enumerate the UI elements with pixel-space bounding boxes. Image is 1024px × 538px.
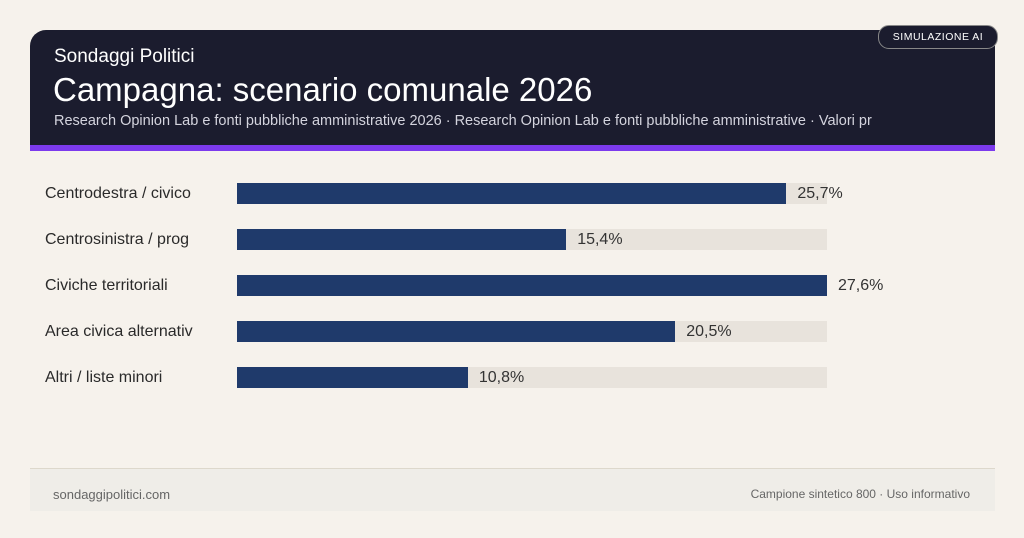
footer: sondaggipolitici.com Campione sintetico … [30, 468, 995, 511]
value-label: 10,8% [478, 369, 525, 386]
bar [237, 229, 567, 250]
bar-row: Centrodestra / civico 25,7% [0, 183, 1024, 205]
bar [237, 321, 676, 342]
category-label: Centrosinistra / prog [45, 231, 190, 248]
bar-row: Civiche territoriali 27,6% [0, 275, 1024, 297]
accent-line [30, 145, 995, 151]
chart-title: Campagna: scenario comunale 2026 [53, 71, 593, 108]
simulation-badge: SIMULAZIONE AI [878, 25, 998, 49]
category-label: Civiche territoriali [45, 277, 168, 294]
bar [237, 367, 468, 388]
category-label: Altri / liste minori [45, 369, 163, 386]
value-label: 15,4% [577, 231, 623, 248]
category-label: Centrodestra / civico [45, 185, 191, 202]
footer-site: sondaggipolitici.com [53, 487, 171, 502]
value-label: 25,7% [797, 185, 843, 202]
header: Sondaggi Politici Campagna: scenario com… [30, 30, 995, 145]
category-label: Area civica alternativ [45, 323, 193, 340]
bar [237, 183, 787, 204]
bar [237, 275, 827, 296]
bar-row: Area civica alternativ 20,5% [0, 321, 1024, 343]
footer-note: Campione sintetico 800 · Uso informativo [750, 487, 970, 501]
brand: Sondaggi Politici [54, 46, 195, 67]
chart-subtitle: Research Opinion Lab e fonti pubbliche a… [54, 113, 872, 129]
value-label: 20,5% [686, 323, 732, 340]
bar-row: Altri / liste minori 10,8% [0, 367, 1024, 389]
value-label: 27,6% [838, 277, 884, 294]
bar-row: Centrosinistra / prog 15,4% [0, 229, 1024, 251]
